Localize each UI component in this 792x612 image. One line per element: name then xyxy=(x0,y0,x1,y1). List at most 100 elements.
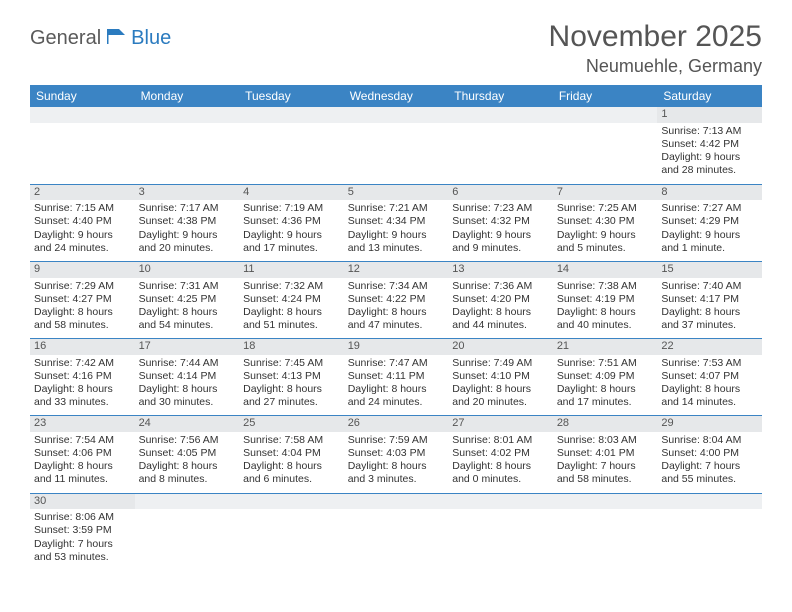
calendar-head: SundayMondayTuesdayWednesdayThursdayFrid… xyxy=(30,85,762,107)
day-data-cell: Sunrise: 7:32 AMSunset: 4:24 PMDaylight:… xyxy=(239,278,344,339)
day-line-d1: Daylight: 8 hours xyxy=(34,306,131,319)
day-data-cell: Sunrise: 7:58 AMSunset: 4:04 PMDaylight:… xyxy=(239,432,344,493)
week-daynum-row: 23242526272829 xyxy=(30,416,762,432)
day-line-d1: Daylight: 8 hours xyxy=(348,460,445,473)
day-data-cell: Sunrise: 7:45 AMSunset: 4:13 PMDaylight:… xyxy=(239,355,344,416)
day-line-d1: Daylight: 8 hours xyxy=(243,306,340,319)
day-line-d2: and 3 minutes. xyxy=(348,473,445,486)
day-line-ss: Sunset: 4:30 PM xyxy=(557,215,654,228)
day-line-d2: and 30 minutes. xyxy=(139,396,236,409)
empty-data-cell xyxy=(30,123,135,184)
day-line-sr: Sunrise: 7:36 AM xyxy=(452,280,549,293)
day-data-cell: Sunrise: 7:51 AMSunset: 4:09 PMDaylight:… xyxy=(553,355,658,416)
daynum-cell: 30 xyxy=(30,493,135,509)
day-line-d2: and 17 minutes. xyxy=(243,242,340,255)
day-line-d1: Daylight: 9 hours xyxy=(243,229,340,242)
day-line-ss: Sunset: 4:07 PM xyxy=(661,370,758,383)
week-daynum-row: 1 xyxy=(30,107,762,123)
day-line-d2: and 11 minutes. xyxy=(34,473,131,486)
day-line-d1: Daylight: 8 hours xyxy=(557,383,654,396)
day-data-cell: Sunrise: 7:40 AMSunset: 4:17 PMDaylight:… xyxy=(657,278,762,339)
daynum-cell: 8 xyxy=(657,184,762,200)
daynum-cell: 9 xyxy=(30,261,135,277)
daynum-cell: 28 xyxy=(553,416,658,432)
daynum-cell: 6 xyxy=(448,184,553,200)
day-line-sr: Sunrise: 7:32 AM xyxy=(243,280,340,293)
day-line-sr: Sunrise: 7:38 AM xyxy=(557,280,654,293)
header: General Blue November 2025 Neumuehle, Ge… xyxy=(30,20,762,77)
daynum-cell: 16 xyxy=(30,339,135,355)
day-data-cell: Sunrise: 7:13 AMSunset: 4:42 PMDaylight:… xyxy=(657,123,762,184)
empty-data-cell xyxy=(448,509,553,570)
empty-daynum-cell xyxy=(657,493,762,509)
daynum-cell: 26 xyxy=(344,416,449,432)
flag-icon xyxy=(105,26,127,51)
empty-data-cell xyxy=(344,123,449,184)
day-line-ss: Sunset: 4:02 PM xyxy=(452,447,549,460)
day-line-d1: Daylight: 9 hours xyxy=(557,229,654,242)
day-data-cell: Sunrise: 7:47 AMSunset: 4:11 PMDaylight:… xyxy=(344,355,449,416)
dow-header: Friday xyxy=(553,85,658,107)
day-line-sr: Sunrise: 7:34 AM xyxy=(348,280,445,293)
day-line-sr: Sunrise: 8:06 AM xyxy=(34,511,131,524)
daynum-cell: 3 xyxy=(135,184,240,200)
empty-daynum-cell xyxy=(344,107,449,123)
day-line-d2: and 20 minutes. xyxy=(452,396,549,409)
daynum-cell: 19 xyxy=(344,339,449,355)
logo-text-blue: Blue xyxy=(131,27,171,50)
empty-daynum-cell xyxy=(448,107,553,123)
day-line-d2: and 8 minutes. xyxy=(139,473,236,486)
day-data-cell: Sunrise: 7:54 AMSunset: 4:06 PMDaylight:… xyxy=(30,432,135,493)
day-line-d2: and 37 minutes. xyxy=(661,319,758,332)
daynum-cell: 12 xyxy=(344,261,449,277)
empty-daynum-cell xyxy=(553,107,658,123)
day-line-d1: Daylight: 8 hours xyxy=(452,383,549,396)
day-line-ss: Sunset: 4:04 PM xyxy=(243,447,340,460)
logo: General Blue xyxy=(30,26,171,51)
day-data-cell: Sunrise: 7:42 AMSunset: 4:16 PMDaylight:… xyxy=(30,355,135,416)
day-line-ss: Sunset: 4:29 PM xyxy=(661,215,758,228)
empty-data-cell xyxy=(553,509,658,570)
day-line-sr: Sunrise: 8:04 AM xyxy=(661,434,758,447)
day-line-sr: Sunrise: 7:56 AM xyxy=(139,434,236,447)
day-data-cell: Sunrise: 7:44 AMSunset: 4:14 PMDaylight:… xyxy=(135,355,240,416)
dow-header: Thursday xyxy=(448,85,553,107)
day-line-sr: Sunrise: 7:58 AM xyxy=(243,434,340,447)
day-line-ss: Sunset: 4:10 PM xyxy=(452,370,549,383)
day-line-ss: Sunset: 4:40 PM xyxy=(34,215,131,228)
day-data-cell: Sunrise: 7:29 AMSunset: 4:27 PMDaylight:… xyxy=(30,278,135,339)
daynum-cell: 7 xyxy=(553,184,658,200)
empty-daynum-cell xyxy=(135,107,240,123)
day-line-sr: Sunrise: 7:53 AM xyxy=(661,357,758,370)
dow-header: Saturday xyxy=(657,85,762,107)
day-line-ss: Sunset: 4:32 PM xyxy=(452,215,549,228)
empty-data-cell xyxy=(344,509,449,570)
title-block: November 2025 Neumuehle, Germany xyxy=(549,20,762,77)
day-data-cell: Sunrise: 7:53 AMSunset: 4:07 PMDaylight:… xyxy=(657,355,762,416)
empty-daynum-cell xyxy=(239,493,344,509)
day-line-sr: Sunrise: 8:03 AM xyxy=(557,434,654,447)
daynum-cell: 10 xyxy=(135,261,240,277)
daynum-cell: 17 xyxy=(135,339,240,355)
daynum-cell: 11 xyxy=(239,261,344,277)
day-line-sr: Sunrise: 7:25 AM xyxy=(557,202,654,215)
calendar-table: SundayMondayTuesdayWednesdayThursdayFrid… xyxy=(30,85,762,570)
empty-data-cell xyxy=(553,123,658,184)
day-line-d2: and 27 minutes. xyxy=(243,396,340,409)
day-line-d2: and 28 minutes. xyxy=(661,164,758,177)
day-line-sr: Sunrise: 7:27 AM xyxy=(661,202,758,215)
day-line-d1: Daylight: 9 hours xyxy=(661,229,758,242)
day-line-ss: Sunset: 4:34 PM xyxy=(348,215,445,228)
day-line-d1: Daylight: 9 hours xyxy=(452,229,549,242)
day-data-cell: Sunrise: 7:38 AMSunset: 4:19 PMDaylight:… xyxy=(553,278,658,339)
day-line-d2: and 0 minutes. xyxy=(452,473,549,486)
dow-header: Tuesday xyxy=(239,85,344,107)
day-line-sr: Sunrise: 7:40 AM xyxy=(661,280,758,293)
day-line-d2: and 1 minute. xyxy=(661,242,758,255)
day-line-ss: Sunset: 4:06 PM xyxy=(34,447,131,460)
day-data-cell: Sunrise: 7:15 AMSunset: 4:40 PMDaylight:… xyxy=(30,200,135,261)
day-line-d1: Daylight: 8 hours xyxy=(34,383,131,396)
day-line-sr: Sunrise: 7:42 AM xyxy=(34,357,131,370)
day-line-d1: Daylight: 7 hours xyxy=(34,538,131,551)
day-line-d2: and 13 minutes. xyxy=(348,242,445,255)
